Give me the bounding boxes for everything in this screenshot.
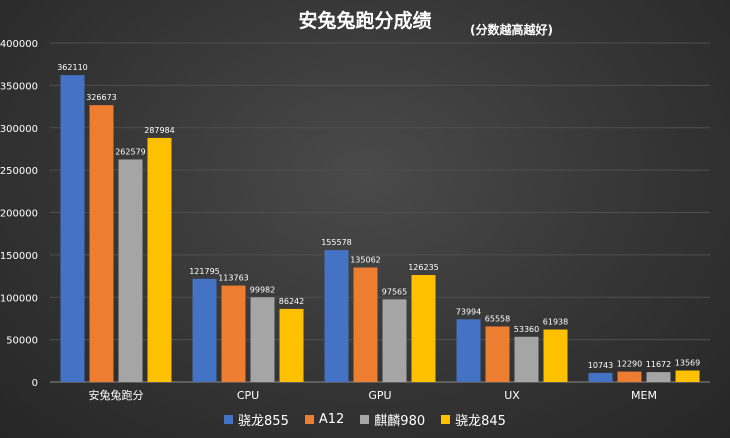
x-tick-label: CPU <box>237 389 259 402</box>
data-label: 10743 <box>588 361 613 370</box>
bar <box>60 75 85 382</box>
y-tick-label: 50000 <box>6 336 38 347</box>
legend-swatch-series-3 <box>441 415 451 424</box>
data-label: 113763 <box>218 274 249 283</box>
legend-item-series-1: A12 <box>304 410 345 429</box>
y-tick-label: 200000 <box>0 209 38 220</box>
bar <box>89 105 114 383</box>
data-label: 73994 <box>456 307 481 316</box>
bar <box>192 278 217 382</box>
legend-label-series-1: A12 <box>318 412 345 427</box>
y-tick-label: 0 <box>32 378 38 389</box>
y-tick-label: 400000 <box>0 39 38 50</box>
bar <box>118 159 143 382</box>
data-label: 326673 <box>86 93 117 102</box>
y-tick-label: 300000 <box>0 124 38 135</box>
y-tick-label: 250000 <box>0 166 38 177</box>
legend-swatch-series-0 <box>224 415 234 424</box>
bar <box>279 308 304 382</box>
chart-subtitle: (分数越高越好) <box>470 23 553 37</box>
bar <box>353 267 378 382</box>
data-label: 61938 <box>543 318 568 327</box>
x-tick-label: 安兔兔跑分 <box>89 388 144 402</box>
data-label: 287984 <box>144 126 175 135</box>
data-label: 12290 <box>617 360 642 369</box>
legend-label-series-3: 骁龙845 <box>455 414 506 429</box>
x-tick-label: UX <box>504 389 520 402</box>
legend-swatch-series-1 <box>304 415 314 424</box>
data-label: 126235 <box>408 263 439 272</box>
bar <box>543 329 568 382</box>
data-label: 121795 <box>189 267 220 276</box>
data-label: 11672 <box>646 360 671 369</box>
bar <box>411 275 436 382</box>
bar <box>250 297 275 382</box>
bar <box>147 137 172 382</box>
legend-swatch-series-2 <box>360 415 370 424</box>
legend-item-series-0: 骁龙855 <box>224 410 289 429</box>
x-tick-label: GPU <box>368 389 391 402</box>
legend-item-series-3: 骁龙845 <box>441 410 506 429</box>
bar <box>456 319 481 382</box>
y-tick-label: 100000 <box>0 293 38 304</box>
legend-item-series-2: 麒麟980 <box>360 410 425 429</box>
data-label: 262579 <box>115 147 146 156</box>
chart-title: 安兔兔跑分成绩 <box>298 10 432 32</box>
bar <box>324 250 349 382</box>
data-label: 99982 <box>250 285 275 294</box>
data-label: 362110 <box>57 63 88 72</box>
data-label: 135062 <box>350 256 381 265</box>
bar <box>588 372 613 382</box>
bar <box>485 326 510 382</box>
data-label: 97565 <box>382 287 407 296</box>
legend-label-series-0: 骁龙855 <box>238 414 289 429</box>
bar <box>646 372 671 382</box>
data-label: 65558 <box>485 314 510 323</box>
data-label: 86242 <box>279 297 304 306</box>
bar <box>617 371 642 382</box>
data-label: 155578 <box>321 238 352 247</box>
legend-label-series-2: 麒麟980 <box>374 414 426 429</box>
chart-legend: 骁龙855 A12 麒麟980 骁龙845 <box>0 410 730 429</box>
bar <box>221 285 246 382</box>
bar <box>382 299 407 382</box>
data-label: 13569 <box>675 359 700 368</box>
bar <box>675 370 700 382</box>
y-tick-label: 150000 <box>0 251 38 262</box>
bar <box>514 336 539 382</box>
data-label: 53360 <box>514 325 539 334</box>
x-tick-label: MEM <box>631 389 657 402</box>
y-tick-label: 350000 <box>0 81 38 92</box>
